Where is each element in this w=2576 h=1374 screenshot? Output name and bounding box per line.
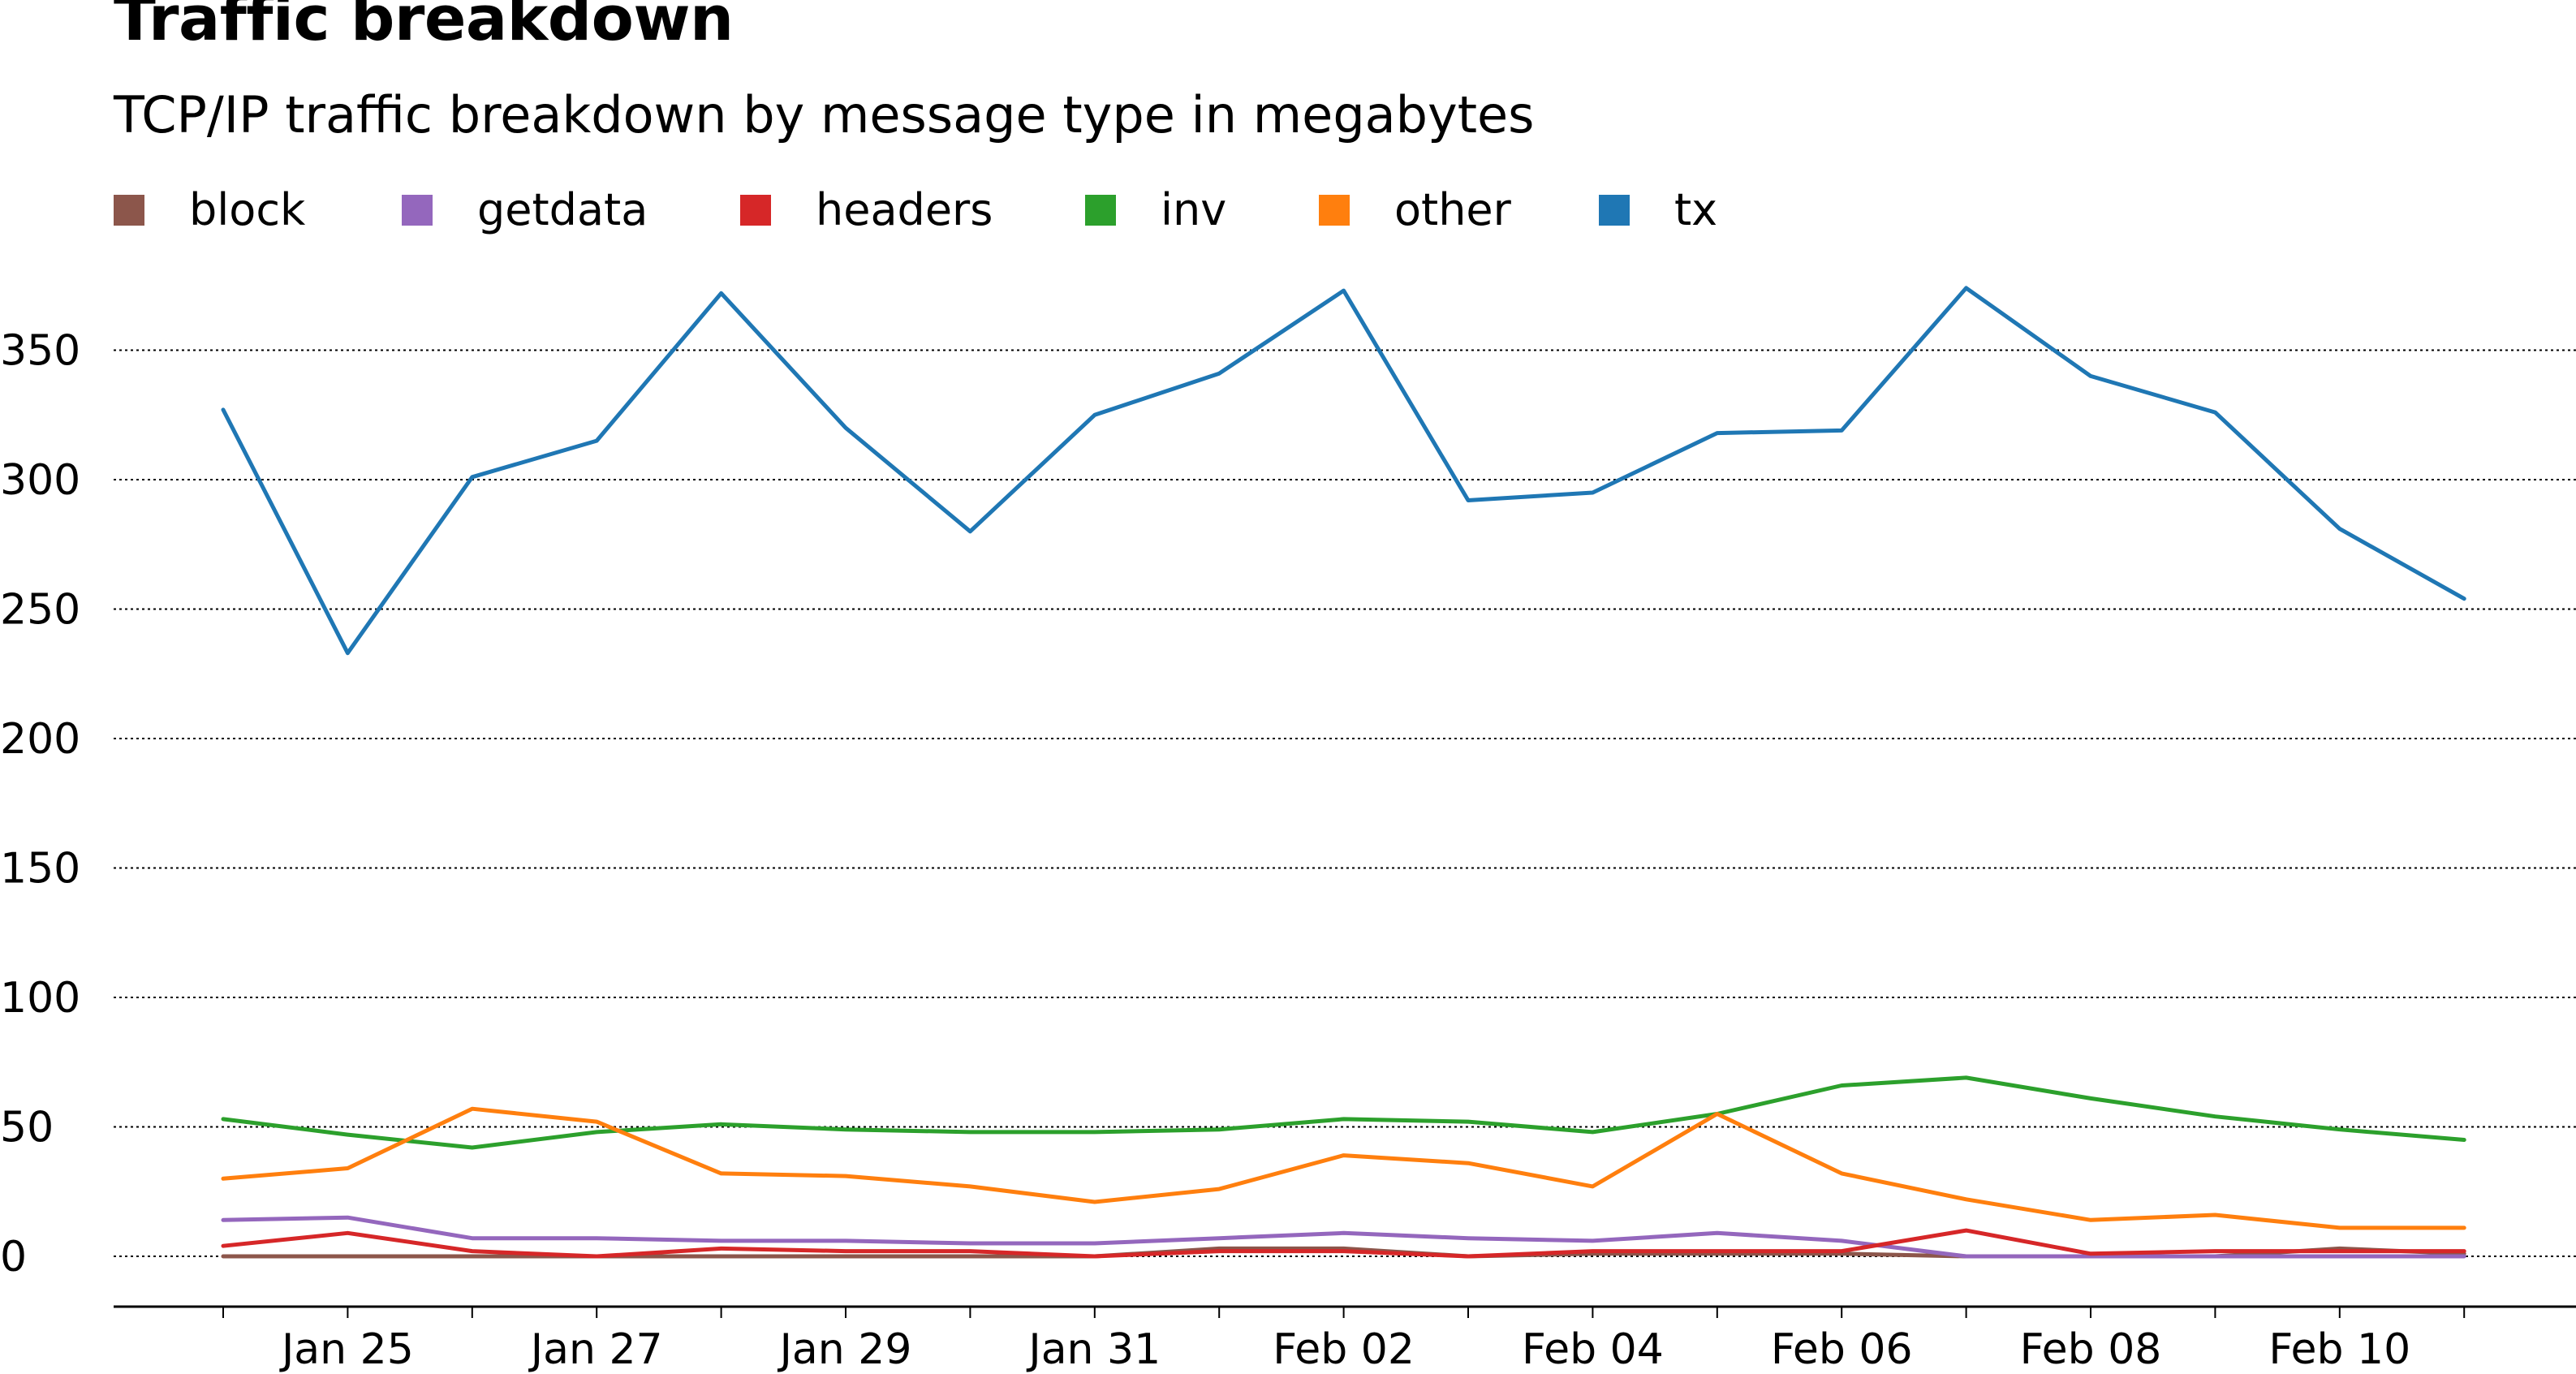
legend-swatch-other [1319,195,1350,226]
legend-swatch-tx [1599,195,1630,226]
y-tick-label-300: 300 [0,456,80,505]
series-line-other [221,1106,2466,1230]
y-tick-label-100: 100 [0,974,80,1023]
y-tick-label-50: 50 [0,1104,54,1152]
x-tick-label-6: Feb 06 [1771,1325,1913,1374]
series-line-getdata [221,1215,2466,1259]
x-tick-label-7: Feb 08 [2020,1325,2162,1374]
legend-swatch-getdata [402,195,433,226]
x-tick-label-2: Jan 29 [778,1325,912,1374]
legend-swatch-headers [740,195,771,226]
x-tick-label-3: Jan 31 [1026,1325,1161,1374]
legend-swatch-inv [1085,195,1116,226]
series-lines [221,286,2466,1259]
y-tick-label-150: 150 [0,845,80,894]
legend-label-other: other [1394,184,1511,235]
y-tick-label-250: 250 [0,586,80,635]
y-tick-label-0: 0 [0,1233,27,1281]
x-tick-label-0: Jan 25 [279,1325,414,1374]
y-tick-label-200: 200 [0,715,80,764]
series-line-tx [221,286,2466,656]
x-axis: Jan 25 Jan 27 Jan 29 Jan 31 Feb 02 Feb 04 Feb … [114,1305,2576,1374]
legend-swatch-block [114,195,144,226]
legend-label-inv: inv [1161,184,1227,235]
y-tick-label-350: 350 [0,327,80,376]
legend-label-getdata: getdata [477,184,648,235]
grid-lines: 0 50 100 150 200 250 300 350 [0,327,2576,1281]
x-tick-label-5: Feb 04 [1522,1325,1664,1374]
series-line-headers [221,1228,2466,1259]
chart-title: Traffic breakdown [114,0,734,54]
x-tick-label-4: Feb 02 [1273,1325,1415,1374]
legend-label-headers: headers [816,184,993,235]
legend-label-block: block [189,184,306,235]
legend-label-tx: tx [1674,184,1718,235]
chart-subtitle: TCP/IP traffic breakdown by message type… [114,85,1535,144]
x-tick-label-8: Feb 10 [2268,1325,2410,1374]
series-line-inv [221,1075,2466,1150]
x-tick-label-1: Jan 27 [528,1325,663,1374]
